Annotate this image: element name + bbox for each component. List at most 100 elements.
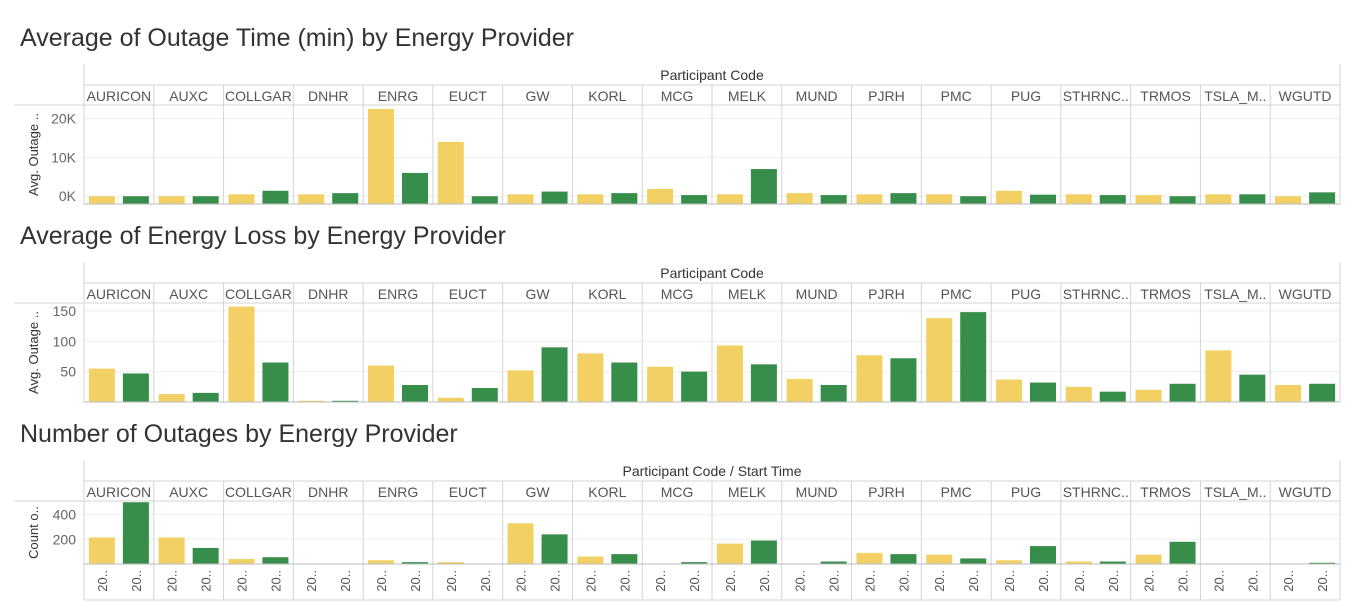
category-label: PJRH bbox=[868, 286, 905, 302]
column-header-title: Participant Code bbox=[660, 67, 764, 83]
category-label: STHRNC.. bbox=[1063, 484, 1129, 500]
bar bbox=[996, 560, 1022, 564]
bar bbox=[1030, 546, 1056, 564]
category-label: GW bbox=[526, 88, 551, 104]
x-tick-label: 20.. bbox=[1142, 570, 1157, 592]
bar bbox=[681, 371, 708, 402]
bar bbox=[716, 194, 743, 204]
bar bbox=[1135, 389, 1162, 402]
bar bbox=[856, 194, 883, 204]
category-label: PMC bbox=[941, 286, 972, 302]
category-label: TRMOS bbox=[1140, 286, 1191, 302]
category-label: AUXC bbox=[169, 286, 208, 302]
bar bbox=[507, 523, 534, 564]
category-label: GW bbox=[526, 286, 551, 302]
category-label: EUCT bbox=[449, 88, 488, 104]
x-tick-label: 20.. bbox=[374, 570, 389, 592]
y-tick-label: 20K bbox=[51, 111, 77, 127]
x-tick-label: 20.. bbox=[1036, 570, 1051, 592]
bar bbox=[1205, 350, 1232, 402]
category-label: WGUTD bbox=[1279, 484, 1332, 500]
category-label: COLLGAR bbox=[225, 88, 292, 104]
x-tick-label: 20.. bbox=[478, 570, 493, 592]
category-label: EUCT bbox=[449, 484, 488, 500]
x-tick-label: 20.. bbox=[793, 570, 808, 592]
category-label: TSLA_M.. bbox=[1204, 88, 1266, 104]
bar bbox=[437, 397, 464, 402]
bar bbox=[298, 400, 325, 402]
x-tick-label: 20.. bbox=[1211, 570, 1226, 592]
bar bbox=[681, 562, 708, 564]
bar bbox=[88, 196, 115, 204]
x-tick-label: 20.. bbox=[408, 570, 423, 592]
y-tick-label: 0K bbox=[59, 188, 77, 204]
bar bbox=[1030, 194, 1056, 204]
bar bbox=[1065, 194, 1092, 204]
bar bbox=[158, 394, 185, 402]
bar bbox=[960, 196, 987, 204]
x-tick-label: 20.. bbox=[1106, 570, 1121, 592]
category-label: ENRG bbox=[378, 88, 418, 104]
bar bbox=[1205, 194, 1232, 204]
bar bbox=[332, 400, 359, 402]
bar bbox=[820, 561, 847, 564]
x-tick-label: 20.. bbox=[827, 570, 842, 592]
bar bbox=[716, 543, 743, 564]
bar bbox=[1275, 384, 1302, 402]
category-label: PUG bbox=[1011, 286, 1041, 302]
bar bbox=[1169, 196, 1196, 204]
bar bbox=[228, 559, 255, 564]
chart-title: Average of Outage Time (min) by Energy P… bbox=[20, 24, 574, 52]
bar bbox=[1309, 383, 1336, 402]
category-label: KORL bbox=[588, 484, 626, 500]
bar bbox=[368, 365, 394, 402]
bar bbox=[577, 194, 604, 204]
bar bbox=[122, 502, 149, 564]
x-tick-label: 20.. bbox=[617, 570, 632, 592]
bar bbox=[262, 557, 289, 564]
category-label: MELK bbox=[728, 286, 767, 302]
bar bbox=[88, 368, 115, 402]
bar bbox=[402, 562, 428, 564]
bar bbox=[507, 370, 534, 402]
bar bbox=[437, 141, 464, 204]
bar bbox=[786, 193, 813, 204]
bar bbox=[750, 540, 777, 564]
bar bbox=[1030, 382, 1056, 402]
category-label: MCG bbox=[661, 484, 694, 500]
category-label: KORL bbox=[588, 88, 626, 104]
x-tick-label: 20.. bbox=[687, 570, 702, 592]
bar bbox=[262, 362, 289, 402]
bar bbox=[192, 196, 219, 204]
bar bbox=[647, 188, 674, 204]
x-tick-label: 20.. bbox=[583, 570, 598, 592]
category-label: GW bbox=[526, 484, 551, 500]
bar bbox=[158, 537, 185, 564]
category-label: ENRG bbox=[378, 286, 418, 302]
y-tick-label: 50 bbox=[60, 364, 76, 380]
category-label: AUXC bbox=[169, 484, 208, 500]
bar bbox=[926, 194, 953, 204]
x-tick-label: 20.. bbox=[896, 570, 911, 592]
bar bbox=[541, 191, 568, 204]
category-label: KORL bbox=[588, 286, 626, 302]
bar bbox=[1135, 195, 1162, 204]
bar bbox=[820, 195, 847, 204]
bar bbox=[577, 556, 604, 564]
bar bbox=[856, 355, 883, 402]
x-tick-label: 20.. bbox=[95, 570, 110, 592]
x-tick-label: 20.. bbox=[268, 570, 283, 592]
bar bbox=[368, 560, 394, 564]
bar bbox=[681, 195, 708, 204]
category-label: MCG bbox=[661, 286, 694, 302]
x-tick-label: 20.. bbox=[444, 570, 459, 592]
y-tick-label: 10K bbox=[51, 149, 77, 165]
y-tick-label: 400 bbox=[53, 507, 77, 523]
x-tick-label: 20.. bbox=[514, 570, 529, 592]
bar bbox=[228, 194, 255, 204]
y-tick-label: 150 bbox=[53, 303, 77, 319]
x-tick-label: 20.. bbox=[757, 570, 772, 592]
bar bbox=[996, 190, 1022, 204]
column-header-title: Participant Code / Start Time bbox=[623, 463, 802, 479]
